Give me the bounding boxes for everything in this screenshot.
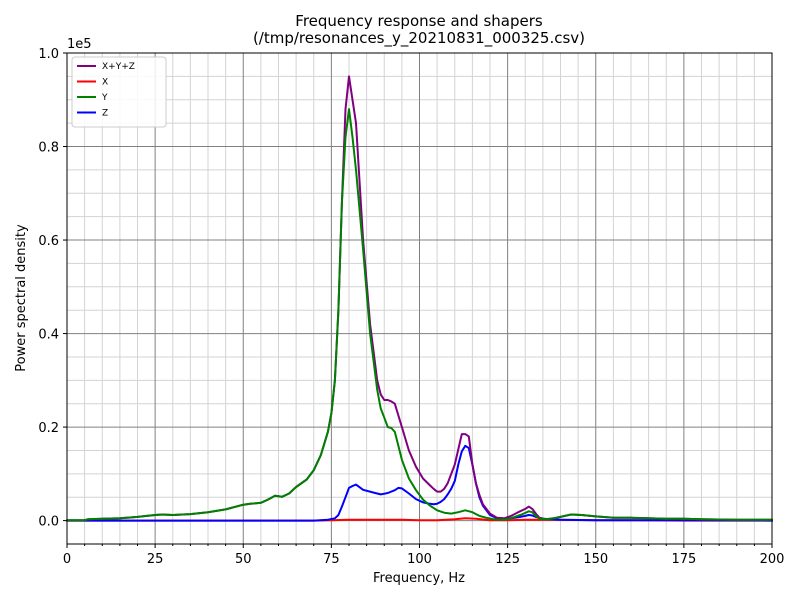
x-tick-label: 50 bbox=[235, 552, 252, 567]
legend-item: X+Y+Z bbox=[77, 62, 135, 72]
x-tick-label: 25 bbox=[147, 552, 164, 567]
legend-item: X bbox=[77, 78, 108, 88]
y-tick-label: 1.0 bbox=[38, 47, 59, 62]
y-tick-label: 0.4 bbox=[38, 328, 59, 343]
x-axis-title: Frequency, Hz bbox=[373, 571, 465, 586]
x-tick-label: 175 bbox=[671, 552, 696, 567]
legend-label: Z bbox=[102, 109, 108, 119]
y-axis-ticks: 0.0 0.2 0.4 0.6 0.8 1.0 bbox=[38, 47, 67, 530]
y-axis-title: Power spectral density bbox=[14, 224, 29, 372]
y-tick-label: 0.6 bbox=[38, 234, 59, 249]
chart-title: Frequency response and shapers bbox=[295, 12, 543, 30]
legend: X+Y+Z XYZ bbox=[71, 56, 167, 128]
legend-label: X+Y+Z bbox=[102, 62, 135, 72]
chart-subtitle: (/tmp/resonances_y_20210831_000325.csv) bbox=[253, 29, 585, 48]
legend-box bbox=[71, 56, 167, 128]
series-line-y bbox=[66, 108, 773, 522]
y-tick-label: 0.2 bbox=[38, 421, 59, 436]
legend-item: Y bbox=[77, 93, 108, 103]
x-axis-ticks: 0 25 50 75 100 125 150 175 200 bbox=[63, 544, 785, 567]
x-tick-label: 100 bbox=[407, 552, 432, 567]
series-lines bbox=[66, 75, 773, 522]
y-tick-label: 0.0 bbox=[38, 515, 59, 530]
y-axis-multiplier: 1e5 bbox=[67, 37, 92, 52]
legend-label: Y bbox=[101, 93, 108, 103]
legend-label: X bbox=[102, 78, 108, 88]
x-tick-label: 125 bbox=[495, 552, 520, 567]
series-line-z bbox=[66, 444, 773, 522]
legend-item: Z bbox=[77, 109, 108, 119]
y-tick-label: 0.8 bbox=[38, 141, 59, 156]
x-tick-label: 0 bbox=[63, 552, 71, 567]
x-tick-label: 150 bbox=[583, 552, 608, 567]
minor-grid bbox=[67, 53, 772, 544]
x-tick-label: 200 bbox=[760, 552, 785, 567]
x-tick-label: 75 bbox=[323, 552, 340, 567]
